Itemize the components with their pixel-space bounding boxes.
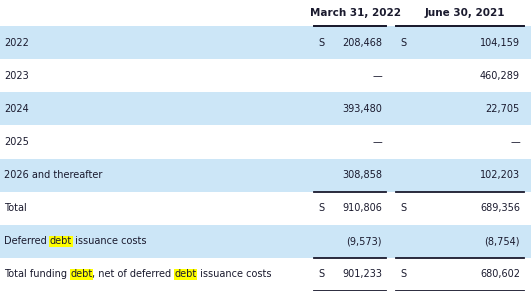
Text: 2023: 2023 bbox=[4, 71, 29, 81]
Text: debt: debt bbox=[175, 269, 197, 279]
Text: March 31, 2022: March 31, 2022 bbox=[310, 8, 400, 18]
Text: —: — bbox=[372, 71, 382, 81]
Bar bbox=[174, 269, 198, 280]
Bar bbox=[0, 258, 531, 291]
Text: 308,858: 308,858 bbox=[342, 170, 382, 180]
Text: S: S bbox=[318, 203, 324, 213]
Text: 393,480: 393,480 bbox=[342, 104, 382, 114]
Text: —: — bbox=[372, 137, 382, 147]
Text: , net of deferred: , net of deferred bbox=[92, 269, 175, 279]
Bar bbox=[0, 192, 531, 225]
Text: 208,468: 208,468 bbox=[342, 38, 382, 47]
Bar bbox=[49, 236, 73, 247]
Text: debt: debt bbox=[50, 236, 72, 246]
Text: —: — bbox=[510, 137, 520, 147]
Text: 2022: 2022 bbox=[4, 38, 29, 47]
Bar bbox=[0, 125, 531, 159]
Text: debt: debt bbox=[70, 269, 92, 279]
Text: S: S bbox=[400, 38, 406, 47]
Bar bbox=[0, 0, 531, 26]
Text: Total: Total bbox=[4, 203, 27, 213]
Bar bbox=[0, 225, 531, 258]
Text: 2024: 2024 bbox=[4, 104, 29, 114]
Bar bbox=[0, 159, 531, 192]
Text: June 30, 2021: June 30, 2021 bbox=[425, 8, 506, 18]
Bar bbox=[0, 26, 531, 59]
Bar bbox=[70, 269, 93, 280]
Text: issuance costs: issuance costs bbox=[197, 269, 271, 279]
Text: 104,159: 104,159 bbox=[480, 38, 520, 47]
Text: 2025: 2025 bbox=[4, 137, 29, 147]
Text: Total funding: Total funding bbox=[4, 269, 70, 279]
Text: 689,356: 689,356 bbox=[480, 203, 520, 213]
Text: 910,806: 910,806 bbox=[342, 203, 382, 213]
Text: 2026 and thereafter: 2026 and thereafter bbox=[4, 170, 102, 180]
Text: (8,754): (8,754) bbox=[484, 236, 520, 246]
Bar bbox=[0, 92, 531, 125]
Text: Deferred: Deferred bbox=[4, 236, 50, 246]
Text: 22,705: 22,705 bbox=[486, 104, 520, 114]
Text: S: S bbox=[400, 269, 406, 279]
Text: S: S bbox=[400, 203, 406, 213]
Text: 102,203: 102,203 bbox=[480, 170, 520, 180]
Text: S: S bbox=[318, 38, 324, 47]
Bar bbox=[0, 59, 531, 92]
Text: S: S bbox=[318, 269, 324, 279]
Text: 680,602: 680,602 bbox=[480, 269, 520, 279]
Text: 901,233: 901,233 bbox=[342, 269, 382, 279]
Text: 460,289: 460,289 bbox=[480, 71, 520, 81]
Text: (9,573): (9,573) bbox=[347, 236, 382, 246]
Text: issuance costs: issuance costs bbox=[72, 236, 147, 246]
